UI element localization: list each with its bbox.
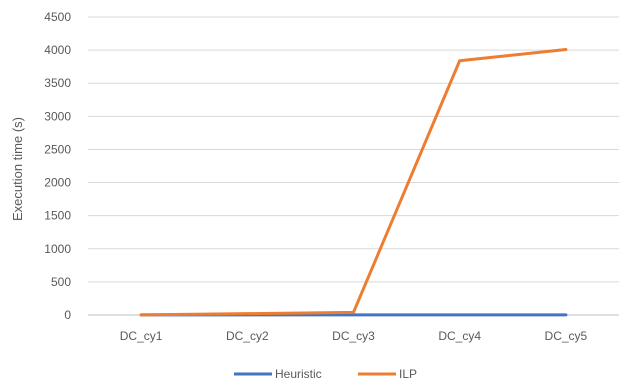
x-tick-label: DC_cy5	[545, 329, 588, 343]
x-tick-label: DC_cy3	[332, 329, 375, 343]
x-tick-label: DC_cy1	[120, 329, 163, 343]
gridlines	[88, 17, 619, 315]
y-axis-ticks: 0 500 1000 1500 2000 2500 3000 3500 4000 4500	[44, 10, 71, 322]
y-tick-label: 0	[64, 308, 71, 322]
y-tick-label: 2000	[44, 176, 71, 190]
y-tick-label: 2500	[44, 142, 71, 156]
x-tick-label: DC_cy2	[226, 329, 269, 343]
x-axis-ticks: DC_cy1 DC_cy2 DC_cy3 DC_cy4 DC_cy5	[120, 329, 588, 343]
y-tick-label: 500	[51, 275, 71, 289]
legend-label-heuristic: Heuristic	[275, 367, 322, 381]
y-tick-label: 4000	[44, 43, 71, 57]
y-axis-title: Execution time (s)	[10, 117, 25, 221]
x-tick-label: DC_cy4	[438, 329, 481, 343]
legend: Heuristic ILP	[234, 367, 417, 381]
y-tick-label: 4500	[44, 10, 71, 24]
y-tick-label: 3500	[44, 76, 71, 90]
legend-label-ilp: ILP	[399, 367, 417, 381]
y-tick-label: 1500	[44, 209, 71, 223]
y-tick-label: 1000	[44, 242, 71, 256]
y-tick-label: 3000	[44, 109, 71, 123]
